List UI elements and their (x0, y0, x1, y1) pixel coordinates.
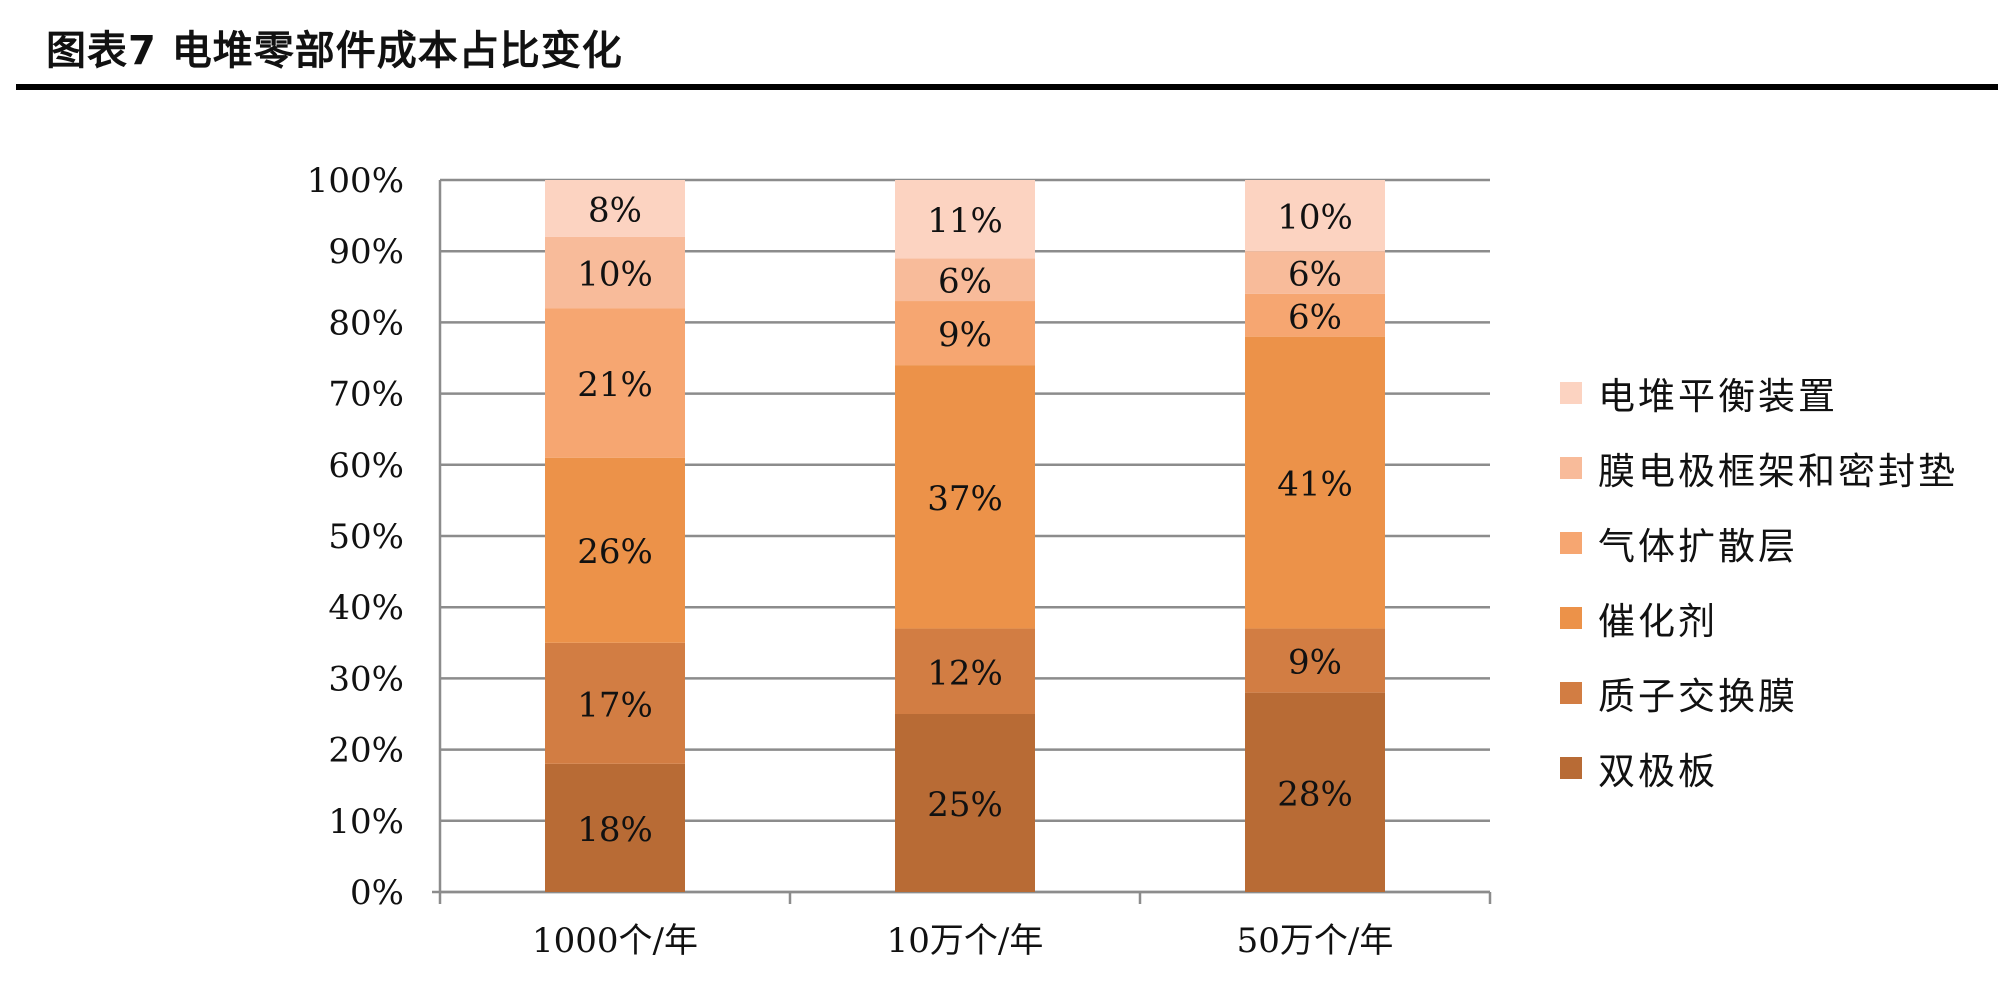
bar-segment (1245, 336, 1385, 629)
y-tick-label: 60% (328, 446, 404, 486)
y-tick-label: 40% (328, 588, 404, 628)
bar-segment (1245, 293, 1385, 337)
legend-item: 质子交换膜 (1560, 655, 1958, 730)
data-label: 26% (577, 532, 653, 572)
bar-segment (895, 714, 1035, 892)
data-label: 12% (927, 653, 1003, 693)
y-tick-label: 50% (328, 517, 404, 557)
x-tick-label: 10万个/年 (887, 921, 1044, 961)
data-label: 21% (577, 365, 653, 405)
data-label: 6% (1288, 297, 1342, 337)
y-tick-label: 90% (328, 232, 404, 272)
data-label: 6% (1288, 255, 1342, 295)
chart-title: 图表7 电堆零部件成本占比变化 (46, 28, 623, 74)
data-label: 18% (577, 810, 653, 850)
legend-swatch (1560, 456, 1582, 479)
data-label: 6% (938, 262, 992, 302)
bar-segment (545, 236, 685, 309)
data-label: 11% (927, 201, 1003, 241)
legend-swatch (1560, 531, 1582, 554)
data-label: 10% (1277, 198, 1353, 238)
bar-segment (895, 628, 1035, 714)
legend-swatch (1560, 756, 1582, 779)
y-tick-label: 80% (328, 303, 404, 343)
legend-label: 双极板 (1598, 749, 1718, 793)
bar-segment (545, 763, 685, 892)
bar-segment (1245, 692, 1385, 892)
data-label: 37% (927, 479, 1003, 519)
legend: 电堆平衡装置膜电极框架和密封垫 气体扩散层催化剂质子交换膜双极板 (1560, 355, 1958, 805)
legend-item: 气体扩散层 (1560, 505, 1958, 580)
legend-item: 催化剂 (1560, 580, 1958, 655)
data-label: 17% (577, 685, 653, 725)
data-label: 25% (927, 785, 1003, 825)
data-label: 9% (1288, 643, 1342, 683)
bar-segment (1245, 180, 1385, 252)
data-label: 9% (938, 315, 992, 355)
y-tick-label: 0% (350, 873, 404, 913)
bar-segment (1245, 628, 1385, 693)
legend-swatch (1560, 681, 1582, 704)
legend-label: 气体扩散层 (1598, 524, 1798, 568)
bar-segment (895, 180, 1035, 259)
bar-segment (895, 301, 1035, 366)
data-label: 10% (577, 255, 653, 295)
legend-item: 双极板 (1560, 730, 1958, 805)
y-tick-label: 30% (328, 659, 404, 699)
legend-label: 电堆平衡装置 (1598, 374, 1838, 418)
y-tick-label: 10% (328, 802, 404, 842)
bar-segment (545, 308, 685, 458)
data-label: 41% (1277, 465, 1353, 505)
title-divider (16, 84, 1998, 90)
bar-segment (895, 258, 1035, 302)
bar-segment (545, 457, 685, 643)
bar-segment (1245, 251, 1385, 294)
legend-item: 膜电极框架和密封垫 (1560, 430, 1958, 505)
bar-segment (895, 365, 1035, 629)
legend-item: 电堆平衡装置 (1560, 355, 1958, 430)
x-tick-label: 50万个/年 (1237, 921, 1394, 961)
legend-swatch (1560, 381, 1582, 404)
legend-label: 催化剂 (1598, 599, 1718, 643)
legend-swatch (1560, 606, 1582, 629)
bar-segment (545, 180, 685, 237)
y-tick-label: 70% (328, 375, 404, 415)
data-label: 28% (1277, 774, 1353, 814)
bar-segment (545, 642, 685, 764)
legend-label: 质子交换膜 (1598, 674, 1798, 718)
legend-label: 膜电极框架和密封垫 (1598, 449, 1958, 493)
y-tick-label: 20% (328, 731, 404, 771)
data-label: 8% (588, 190, 642, 230)
x-tick-label: 1000个/年 (532, 921, 698, 961)
y-tick-label: 100% (307, 161, 404, 201)
